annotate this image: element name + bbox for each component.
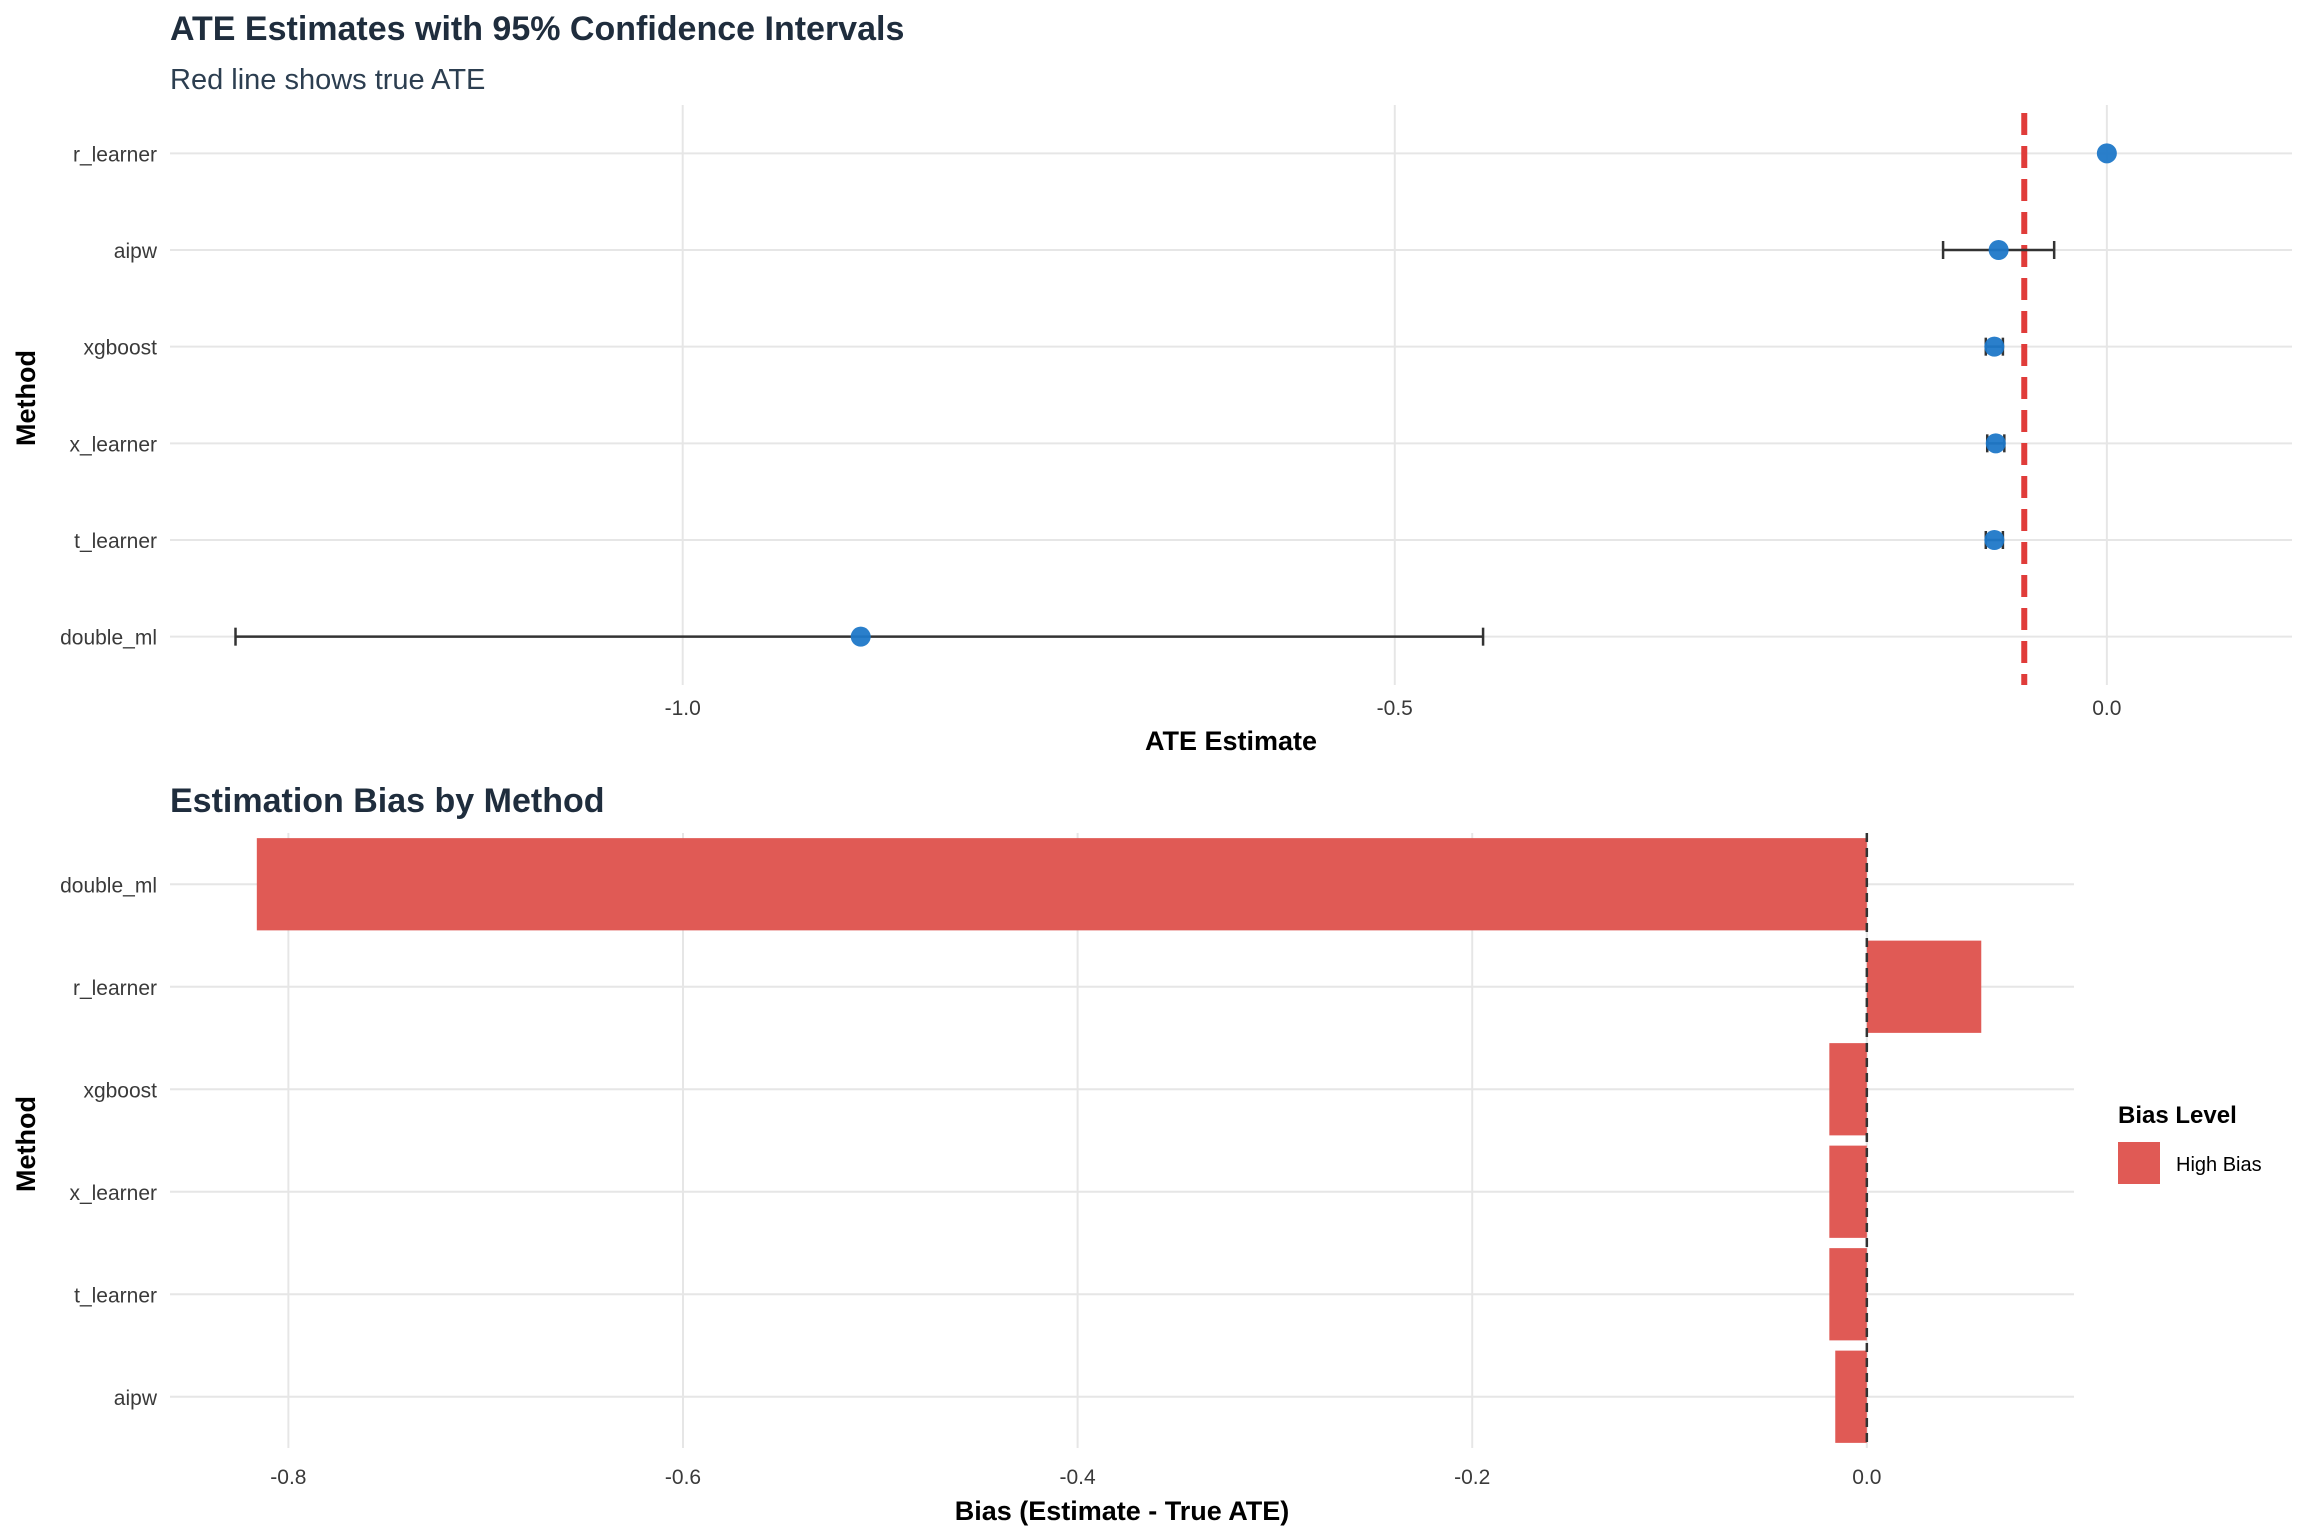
point-xgboost (1984, 336, 2005, 357)
panel2-y-tick-label: xgboost (83, 1079, 157, 1102)
point-double_ml (850, 626, 871, 647)
panel2-x-tick-label: 0.0 (1852, 1466, 1881, 1489)
panel1-y-tick-label: t_learner (74, 530, 157, 553)
panel2-title: Estimation Bias by Method (170, 782, 605, 820)
panel1-x-tick-labels: -1.0 -0.5 0.0 (665, 697, 2122, 720)
panel1-y-tick-label: aipw (114, 240, 158, 263)
panel1-y-axis-title: Method (11, 350, 41, 446)
bias-bar-r_learner (1866, 940, 1982, 1033)
panel1-x-axis-title: ATE Estimate (1145, 726, 1317, 756)
bias-panel: Estimation Bias by Method double_ml r_lea… (11, 782, 2262, 1526)
panel1-title: ATE Estimates with 95% Confidence Interv… (170, 10, 904, 48)
panel2-marks (256, 833, 1982, 1448)
panel1-gridlines (170, 105, 2292, 685)
point-t_learner (1984, 530, 2005, 550)
panel2-y-tick-label: r_learner (73, 977, 157, 1000)
panel2-x-tick-label: -0.6 (665, 1466, 701, 1489)
panel1-y-tick-label: x_learner (69, 433, 157, 456)
panel1-x-tick-label: 0.0 (2092, 697, 2121, 720)
point-r_learner (2096, 143, 2117, 164)
panel2-x-tick-label: -0.2 (1454, 1466, 1490, 1489)
panel2-y-tick-label: x_learner (69, 1182, 157, 1205)
panel1-y-tick-label: xgboost (83, 337, 157, 360)
legend-label: High Bias (2176, 1154, 2262, 1176)
panel2-y-axis-title: Method (11, 1096, 41, 1192)
panel2-x-axis-title: Bias (Estimate - True ATE) (955, 1496, 1290, 1526)
panel2-y-tick-label: aipw (114, 1387, 158, 1410)
panel1-marks (234, 113, 2117, 685)
panel2-x-tick-label: -0.4 (1060, 1466, 1097, 1489)
panel1-subtitle: Red line shows true ATE (170, 64, 485, 96)
panel1-y-tick-label: r_learner (73, 143, 157, 166)
panel1-x-tick-label: -1.0 (665, 697, 701, 720)
point-x_learner (1985, 433, 2006, 454)
bias-bar-t_learner (1829, 1248, 1867, 1341)
bias-bar-double_ml (256, 838, 1867, 931)
panel1-x-tick-label: -0.5 (1377, 697, 1413, 720)
ate-estimates-panel: ATE Estimates with 95% Confidence Interv… (11, 10, 2292, 756)
bias-legend: Bias Level High Bias (2118, 1102, 2262, 1184)
bias-bar-x_learner (1829, 1145, 1867, 1238)
panel1-y-tick-label: double_ml (60, 627, 157, 650)
legend-title: Bias Level (2118, 1102, 2237, 1129)
legend-swatch-high-bias (2118, 1142, 2160, 1184)
bias-bar-xgboost (1829, 1043, 1867, 1136)
point-aipw (1988, 240, 2009, 260)
bias-bar-aipw (1835, 1350, 1867, 1443)
panel2-y-tick-label: double_ml (60, 874, 157, 897)
panel2-x-tick-label: -0.8 (270, 1466, 306, 1489)
panel2-y-tick-label: t_learner (74, 1284, 157, 1307)
panel2-x-tick-labels: -0.8 -0.6 -0.4 -0.2 0.0 (270, 1466, 1881, 1489)
